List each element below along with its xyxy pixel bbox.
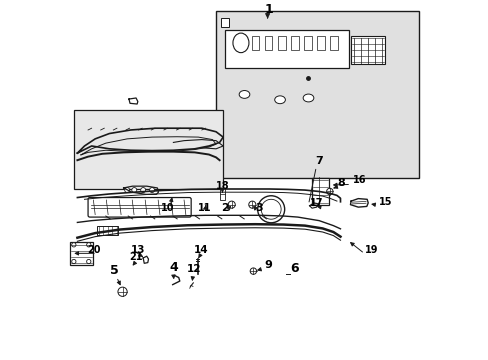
Text: 18: 18 bbox=[215, 181, 229, 192]
Circle shape bbox=[118, 287, 127, 296]
Bar bbox=[219, 188, 225, 200]
Text: 11: 11 bbox=[197, 203, 211, 213]
Text: 16: 16 bbox=[352, 175, 366, 185]
Circle shape bbox=[248, 201, 255, 208]
Bar bbox=[329, 36, 337, 50]
Circle shape bbox=[261, 199, 281, 219]
Text: 2: 2 bbox=[221, 203, 228, 213]
FancyBboxPatch shape bbox=[88, 198, 191, 217]
Circle shape bbox=[86, 243, 91, 247]
Ellipse shape bbox=[303, 94, 313, 102]
Text: 15: 15 bbox=[378, 197, 391, 207]
Text: 10: 10 bbox=[161, 203, 174, 213]
Bar bbox=[221, 18, 229, 27]
Text: 7: 7 bbox=[315, 156, 323, 166]
Ellipse shape bbox=[274, 96, 285, 104]
Circle shape bbox=[257, 196, 284, 223]
Bar bbox=[303, 36, 311, 50]
Text: 4: 4 bbox=[169, 261, 178, 274]
Circle shape bbox=[86, 260, 91, 264]
Circle shape bbox=[149, 188, 154, 193]
Circle shape bbox=[72, 260, 76, 264]
Bar bbox=[350, 36, 384, 64]
Circle shape bbox=[141, 188, 145, 193]
Circle shape bbox=[72, 243, 76, 247]
Text: 5: 5 bbox=[110, 264, 119, 277]
Text: 14: 14 bbox=[193, 245, 208, 255]
Text: 13: 13 bbox=[130, 245, 145, 255]
Text: 17: 17 bbox=[309, 198, 323, 208]
Bar bbox=[97, 226, 118, 235]
Circle shape bbox=[228, 201, 235, 208]
Circle shape bbox=[326, 188, 332, 195]
Text: 3: 3 bbox=[254, 203, 262, 213]
Bar bbox=[74, 111, 223, 189]
Bar bbox=[277, 36, 285, 50]
Text: 6: 6 bbox=[290, 262, 299, 275]
Ellipse shape bbox=[232, 33, 248, 53]
Bar bbox=[264, 36, 272, 50]
Bar bbox=[316, 36, 324, 50]
Circle shape bbox=[250, 268, 256, 274]
Circle shape bbox=[132, 188, 137, 193]
Text: 20: 20 bbox=[87, 245, 101, 255]
Text: 12: 12 bbox=[186, 264, 201, 274]
Text: 21: 21 bbox=[129, 252, 143, 262]
Bar bbox=[251, 36, 259, 50]
Bar bbox=[70, 242, 93, 265]
Bar bbox=[311, 178, 328, 204]
Circle shape bbox=[124, 188, 129, 193]
Bar bbox=[224, 31, 348, 68]
Text: 8: 8 bbox=[337, 178, 345, 188]
Ellipse shape bbox=[239, 90, 249, 98]
Bar bbox=[290, 36, 298, 50]
Bar bbox=[216, 11, 418, 178]
Text: 19: 19 bbox=[365, 245, 378, 255]
Text: 9: 9 bbox=[264, 260, 272, 270]
Text: 1: 1 bbox=[264, 3, 272, 15]
